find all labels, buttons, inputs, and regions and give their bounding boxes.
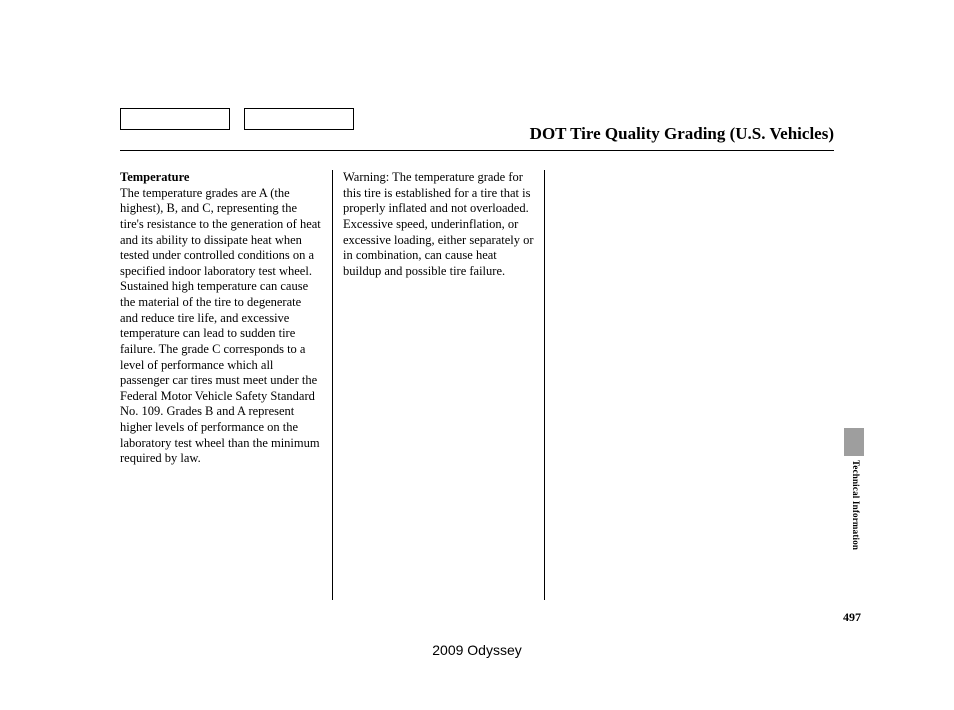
page-title: DOT Tire Quality Grading (U.S. Vehicles) — [530, 124, 834, 144]
section-heading-temperature: Temperature — [120, 170, 189, 184]
header-rule — [120, 150, 834, 151]
section-tab-label: Technical Information — [851, 460, 861, 550]
column-2-body: Warning: The temperature grade for this … — [343, 170, 534, 278]
footer-model-year: 2009 Odyssey — [0, 642, 954, 658]
top-placeholder-boxes — [120, 108, 354, 130]
placeholder-box-1 — [120, 108, 230, 130]
column-3 — [544, 170, 756, 600]
section-tab-marker — [844, 428, 864, 456]
column-1-body: The temperature grades are A (the highes… — [120, 186, 321, 466]
manual-page: DOT Tire Quality Grading (U.S. Vehicles)… — [0, 0, 954, 710]
content-columns: Temperature The temperature grades are A… — [120, 170, 756, 600]
placeholder-box-2 — [244, 108, 354, 130]
column-1: Temperature The temperature grades are A… — [120, 170, 332, 600]
page-number: 497 — [843, 610, 861, 625]
column-2: Warning: The temperature grade for this … — [332, 170, 544, 600]
